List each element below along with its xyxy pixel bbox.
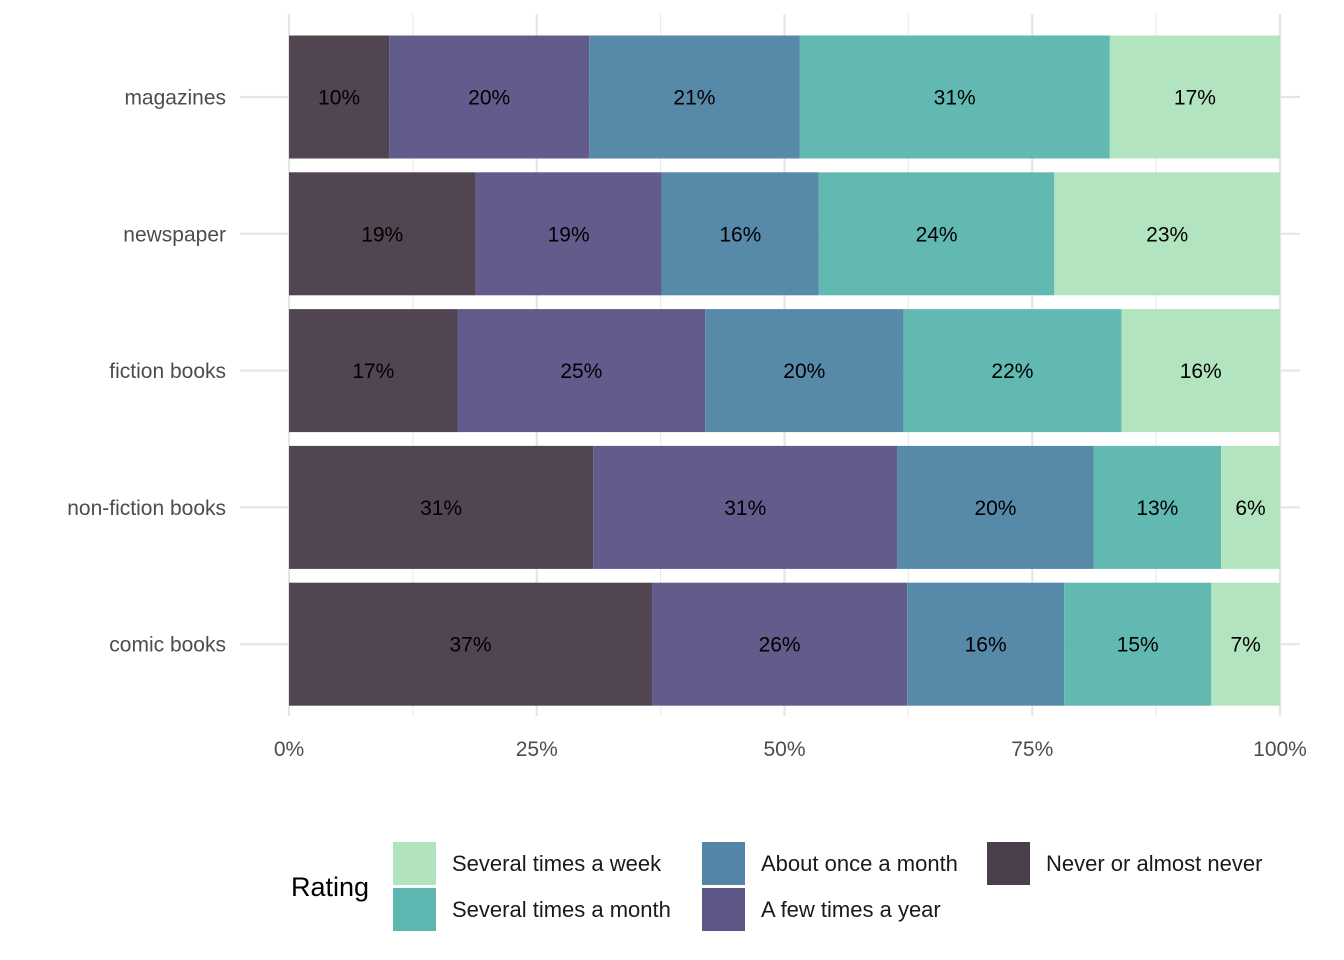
legend-key bbox=[393, 842, 436, 885]
bar-segment bbox=[661, 172, 819, 296]
bar-segment bbox=[289, 35, 390, 159]
data-label: 31% bbox=[420, 497, 462, 520]
y-tick-label: magazines bbox=[124, 87, 226, 110]
data-label: 22% bbox=[991, 360, 1033, 383]
bars bbox=[289, 35, 1280, 706]
legend-label: Several times a week bbox=[452, 851, 662, 876]
data-label: 20% bbox=[468, 87, 510, 110]
bar-segment bbox=[289, 309, 458, 433]
bar-segment bbox=[289, 582, 653, 706]
bar-segment bbox=[1211, 582, 1280, 706]
x-tick-label: 100% bbox=[1253, 738, 1307, 761]
bar-segment bbox=[457, 309, 706, 433]
y-tick-label: comic books bbox=[109, 634, 226, 657]
data-label: 26% bbox=[759, 634, 801, 657]
data-label: 21% bbox=[673, 87, 715, 110]
legend-label: About once a month bbox=[761, 851, 958, 876]
bar-segment bbox=[652, 582, 908, 706]
legend-key bbox=[393, 888, 436, 931]
legend: Rating Several times a week Several times… bbox=[291, 842, 1262, 931]
bar-segment bbox=[818, 172, 1055, 296]
bar-segment bbox=[1121, 309, 1280, 433]
data-label: 31% bbox=[724, 497, 766, 520]
bar-segment bbox=[289, 172, 476, 296]
data-label: 16% bbox=[1180, 360, 1222, 383]
data-label: 20% bbox=[783, 360, 825, 383]
data-label: 10% bbox=[318, 87, 360, 110]
bar-segment bbox=[389, 35, 590, 159]
bar-segment bbox=[1093, 445, 1222, 569]
data-label: 20% bbox=[974, 497, 1016, 520]
bar-segment bbox=[589, 35, 800, 159]
data-label: 19% bbox=[361, 223, 403, 246]
data-label: 16% bbox=[719, 223, 761, 246]
data-label: 24% bbox=[916, 223, 958, 246]
bar-segment bbox=[1109, 35, 1280, 159]
bar-segment bbox=[289, 445, 594, 569]
data-label: 7% bbox=[1230, 634, 1260, 657]
legend-label: A few times a year bbox=[761, 897, 941, 922]
bar-segment bbox=[1054, 172, 1280, 296]
segment-labels: 10% 20% 21% 31% 17% 19% 19% 16% 24% 23% 17% 25% 20% 2… bbox=[318, 87, 1266, 657]
data-label: 17% bbox=[1174, 87, 1216, 110]
x-tick-label: 25% bbox=[516, 738, 558, 761]
data-label: 37% bbox=[450, 634, 492, 657]
x-tick-label: 0% bbox=[274, 738, 304, 761]
y-axis: magazines newspaper fiction books non-ficti… bbox=[67, 87, 226, 657]
bar-segment bbox=[799, 35, 1110, 159]
legend-key bbox=[702, 842, 745, 885]
data-label: 16% bbox=[965, 634, 1007, 657]
data-label: 19% bbox=[548, 223, 590, 246]
bar-segment bbox=[903, 309, 1122, 433]
data-label: 25% bbox=[560, 360, 602, 383]
bar-segment bbox=[897, 445, 1094, 569]
data-label: 15% bbox=[1117, 634, 1159, 657]
x-tick-label: 50% bbox=[763, 738, 805, 761]
legend-label: Never or almost never bbox=[1046, 851, 1262, 876]
bar-segment bbox=[907, 582, 1065, 706]
y-tick-label: fiction books bbox=[109, 360, 226, 383]
x-tick-label: 75% bbox=[1011, 738, 1053, 761]
y-tick-label: newspaper bbox=[123, 223, 226, 246]
y-tick-label: non-fiction books bbox=[67, 497, 226, 520]
legend-key bbox=[702, 888, 745, 931]
legend-title: Rating bbox=[291, 872, 369, 902]
bar-segment bbox=[1221, 445, 1280, 569]
bar-segment bbox=[1064, 582, 1212, 706]
x-axis: 0% 25% 50% 75% 100% bbox=[274, 738, 1307, 761]
data-label: 31% bbox=[934, 87, 976, 110]
bar-segment bbox=[475, 172, 662, 296]
data-label: 6% bbox=[1235, 497, 1265, 520]
bar-segment bbox=[705, 309, 904, 433]
bar-segment bbox=[593, 445, 898, 569]
data-label: 17% bbox=[352, 360, 394, 383]
legend-key bbox=[987, 842, 1030, 885]
data-label: 13% bbox=[1136, 497, 1178, 520]
legend-label: Several times a month bbox=[452, 897, 671, 922]
data-label: 23% bbox=[1146, 223, 1188, 246]
